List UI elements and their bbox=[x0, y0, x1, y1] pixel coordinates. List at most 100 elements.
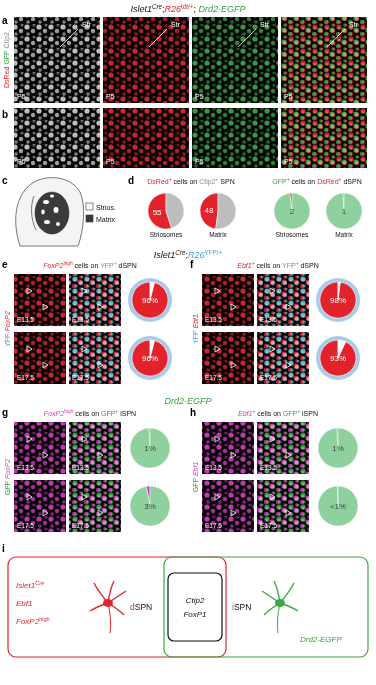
data-label: 3% bbox=[144, 502, 156, 511]
ispn-box bbox=[164, 557, 368, 657]
image-tile: E17.5 bbox=[257, 480, 309, 532]
text-part: Ebf1 bbox=[16, 599, 32, 608]
data-label: 2 bbox=[290, 207, 295, 216]
text-part: dSPN bbox=[299, 262, 319, 269]
panel-letter: a bbox=[2, 15, 8, 26]
tile-ground bbox=[69, 480, 121, 532]
striosome bbox=[41, 210, 45, 215]
tile-ground bbox=[281, 17, 367, 103]
text-part: Ctip2 bbox=[199, 178, 215, 186]
brain-schematic bbox=[16, 178, 84, 246]
image-tile: StrP5 bbox=[281, 17, 367, 103]
tile-signal bbox=[281, 17, 367, 103]
pie-slice bbox=[130, 428, 170, 468]
text-part: high bbox=[64, 409, 74, 414]
tile-signal bbox=[257, 480, 309, 532]
channel-label: GFP Ebf1 bbox=[192, 462, 199, 493]
text-part: Ebf1 bbox=[237, 262, 252, 269]
image-tile: E17.5 bbox=[202, 332, 254, 384]
arrowhead bbox=[98, 304, 103, 310]
tile-label: P5 bbox=[106, 93, 115, 100]
pie-slice bbox=[326, 193, 362, 229]
group-title: Ebf1+ cells on YFP+ dSPN bbox=[237, 261, 318, 269]
axon bbox=[108, 603, 111, 633]
data-label: 1% bbox=[332, 444, 344, 453]
stage-label: E17.5 bbox=[260, 522, 277, 529]
text-part: dSPN bbox=[341, 178, 361, 185]
text-part: YFP bbox=[4, 331, 11, 346]
panel-letter: f bbox=[190, 259, 194, 270]
image-tile: E17.5 bbox=[69, 332, 121, 384]
text-part: Islet1 bbox=[16, 581, 35, 590]
shared-gene: Ctip2 bbox=[186, 596, 205, 605]
text-part: cells on bbox=[290, 178, 318, 185]
pie-slice bbox=[320, 340, 356, 376]
stage-label: E13.5 bbox=[260, 464, 277, 471]
tile-signal bbox=[281, 17, 367, 103]
image-tile: E13.5 bbox=[202, 274, 254, 326]
tile-ground bbox=[14, 17, 100, 103]
tile-signal bbox=[202, 274, 254, 326]
stage-label: E13.5 bbox=[205, 316, 222, 323]
image-tile: E13.5 bbox=[14, 422, 66, 474]
arrowhead bbox=[215, 436, 220, 442]
text-part: FoxP2 bbox=[4, 311, 11, 331]
group-title: DsRed+ cells on Ctip2+ SPN bbox=[147, 177, 234, 186]
tile-signal bbox=[69, 274, 121, 326]
tile-signal bbox=[69, 480, 121, 532]
tile-label: P5 bbox=[284, 93, 293, 100]
arrowhead bbox=[82, 288, 87, 294]
text-part: tdt/+ bbox=[181, 3, 194, 10]
arrowhead bbox=[82, 494, 87, 500]
pie-slice bbox=[132, 340, 168, 376]
image-tile: P5 bbox=[192, 108, 278, 168]
data-label: 48 bbox=[205, 206, 214, 215]
striosome bbox=[44, 220, 50, 224]
stage-label: E13.5 bbox=[205, 464, 222, 471]
stage-label: E17.5 bbox=[260, 374, 277, 381]
text-part: Ebf1 bbox=[238, 410, 253, 417]
tile-signal bbox=[14, 17, 100, 103]
cell-type: dSPN bbox=[130, 602, 152, 612]
image-tile: E13.5 bbox=[257, 274, 309, 326]
pie-title: Matrix bbox=[335, 231, 353, 238]
axon bbox=[277, 603, 280, 633]
data-label: 1% bbox=[144, 444, 156, 453]
legend-swatch bbox=[86, 203, 93, 210]
tile-ground bbox=[69, 332, 121, 384]
text-part: Islet1 bbox=[130, 4, 152, 14]
arrowhead bbox=[286, 510, 291, 516]
arrowhead bbox=[215, 288, 220, 294]
tile-ground bbox=[103, 108, 189, 168]
panel-letter: e bbox=[2, 259, 8, 270]
text-part: GFP bbox=[272, 178, 287, 185]
arrowhead bbox=[270, 346, 275, 352]
stage-label: E13.5 bbox=[17, 464, 34, 471]
text-part: dSPN bbox=[117, 262, 137, 269]
panel-letter: i bbox=[2, 543, 5, 554]
neuron-icon bbox=[90, 581, 126, 633]
text-part: FoxP2 bbox=[43, 262, 63, 269]
pie-chart: 2Striosomes bbox=[274, 193, 310, 238]
tile-label: Str bbox=[171, 21, 181, 28]
ring bbox=[316, 278, 360, 322]
tile-label: P5 bbox=[106, 158, 115, 165]
tile-ground bbox=[257, 274, 309, 326]
data-label: 1 bbox=[342, 207, 347, 216]
text-part: Drd2-EGFP bbox=[199, 4, 246, 14]
image-tile: StrP5 bbox=[192, 17, 278, 103]
image-tile: E13.5 bbox=[69, 274, 121, 326]
text-part: FoxP1 bbox=[183, 610, 206, 619]
legend-swatch bbox=[86, 215, 93, 222]
pie-chart: 1% bbox=[318, 428, 358, 468]
text-part: cells on bbox=[73, 262, 101, 269]
tile-label: P5 bbox=[195, 158, 204, 165]
marker-gene: FoxP2high bbox=[16, 616, 50, 626]
text-part: FoxP2 bbox=[4, 459, 11, 479]
ring bbox=[128, 278, 172, 322]
arrowhead bbox=[27, 436, 32, 442]
data-label: 93% bbox=[330, 354, 346, 363]
diagram: Islet1CreEbf1FoxP2highCtip2FoxP1dSPNiSPN… bbox=[8, 557, 368, 657]
text-part: Ctip2 bbox=[186, 596, 205, 605]
soma bbox=[103, 599, 113, 607]
